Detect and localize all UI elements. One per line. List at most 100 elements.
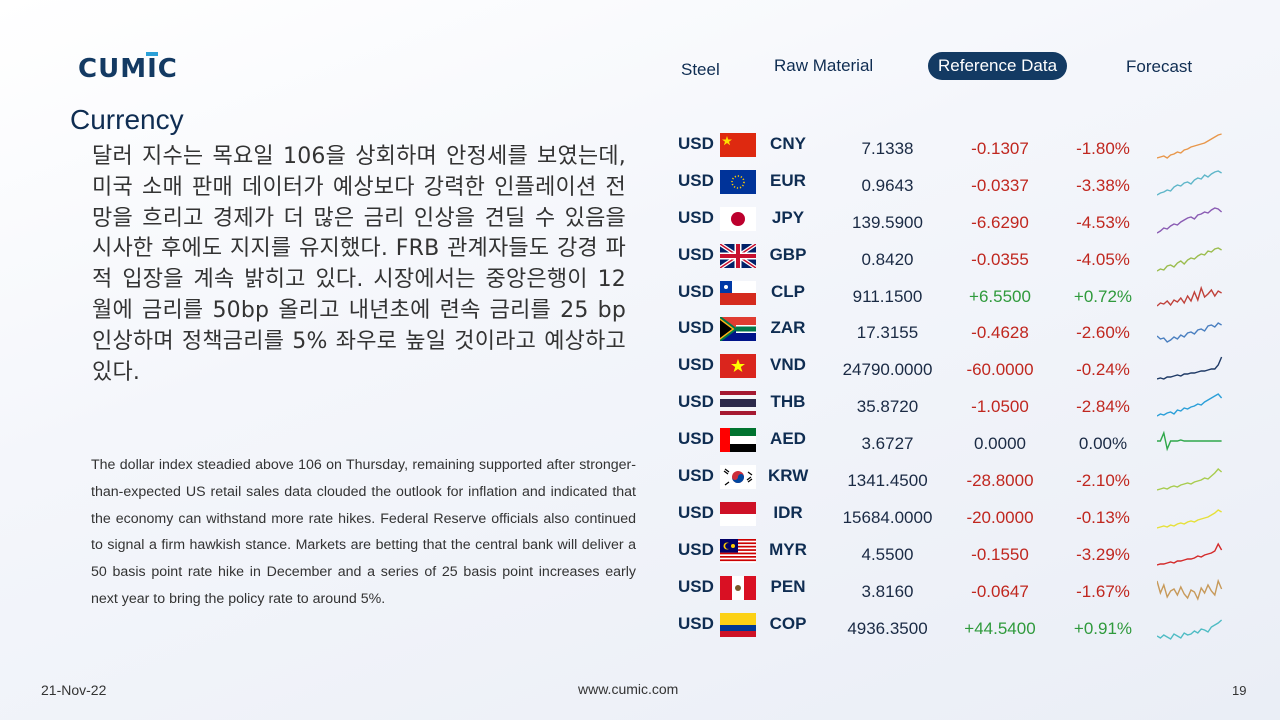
footer-url[interactable]: www.cumic.com (578, 681, 679, 697)
exchange-rate: 15684.0000 (842, 507, 933, 527)
rate-row-pen: USD PEN 3.8160 -0.0647 -1.67% (670, 571, 1240, 608)
sparkline (1157, 207, 1223, 234)
rate-change-percent: -3.29% (1076, 544, 1130, 564)
currency-code: MYR (769, 539, 807, 559)
rate-change: -0.4628 (971, 323, 1029, 343)
nav-tab-raw-material[interactable]: Raw Material (774, 56, 874, 75)
currency-code: AED (770, 429, 806, 449)
rate-change-percent: 0.00% (1078, 434, 1128, 454)
sparkline (1157, 246, 1222, 272)
rate-row-myr: USD MYR 4.5500 -0.1550 -3.29% (670, 534, 1240, 571)
rate-change-percent: -1.67% (1076, 581, 1130, 601)
cl-flag (720, 280, 756, 305)
rate-change-percent: -3.38% (1076, 175, 1130, 195)
rate-row-thb: USD THB 35.8720 -1.0500 -2.84% (670, 386, 1240, 423)
base-currency: USD (678, 281, 714, 301)
sparkline (1157, 542, 1223, 566)
base-currency: USD (678, 613, 714, 633)
english-commentary: The dollar index steadied above 106 on T… (91, 457, 636, 607)
exchange-rate: 4.5500 (861, 544, 914, 564)
eu-flag (720, 169, 756, 194)
sparkline (1157, 393, 1223, 417)
exchange-rate: 3.8160 (861, 581, 914, 601)
base-currency: USD (678, 134, 714, 153)
exchange-rate: 3.6727 (861, 434, 914, 454)
exchange-rate: 4936.3500 (847, 618, 928, 638)
base-currency: USD (678, 429, 714, 449)
base-currency: USD (678, 576, 714, 596)
jp-flag (720, 206, 756, 231)
sparkline (1157, 578, 1223, 601)
rate-change: +6.5500 (969, 286, 1031, 306)
rate-row-vnd: USD VND 24790.0000 -60.0000 -0.24% (670, 349, 1240, 386)
cumic-logo: CUMIC (78, 52, 177, 82)
currency-code: VND (770, 355, 806, 375)
nav-tab-forecast[interactable]: Forecast (1126, 57, 1193, 76)
rate-change: -0.1307 (971, 139, 1029, 158)
rate-row-eur: USD EUR 0.9643 -0.0337 -3.38% (670, 165, 1240, 202)
currency-code: EUR (770, 170, 806, 190)
cn-flag (720, 133, 756, 157)
rate-row-krw: USD KRW 1341.4500 -28.8000 -2.10% (670, 460, 1240, 497)
rate-change: -0.1550 (971, 544, 1029, 564)
za-flag (720, 317, 756, 342)
rate-change-percent: +0.72% (1073, 286, 1133, 306)
pe-flag (720, 575, 756, 600)
ae-flag (720, 428, 756, 453)
exchange-rate: 0.8420 (861, 249, 914, 269)
top-nav: Steel Raw Material Reference Data Foreca… (0, 52, 1280, 82)
rate-change: -0.0337 (971, 175, 1029, 195)
base-currency: USD (678, 466, 714, 486)
rate-row-aed: USD AED 3.6727 0.0000 0.00% (670, 423, 1240, 460)
rate-change-percent: -4.53% (1076, 212, 1130, 232)
footer-date: 21-Nov-22 (41, 682, 107, 698)
currency-rates-table: USD CNY 7.1338 -0.1307 -1.80% USD EUR 0.9643 -0.… (670, 128, 1240, 644)
exchange-rate: 35.8720 (856, 397, 919, 417)
currency-code: JPY (771, 207, 805, 227)
rate-change: -60.0000 (966, 360, 1034, 380)
exchange-rate: 0.9643 (861, 175, 914, 195)
sparkline (1157, 357, 1223, 381)
rate-change: 0.0000 (974, 434, 1026, 454)
sparkline (1157, 509, 1222, 529)
currency-code: PEN (770, 576, 806, 596)
exchange-rate: 7.1338 (861, 139, 914, 158)
exchange-rate: 911.1500 (852, 286, 923, 306)
currency-code: CLP (771, 281, 805, 301)
kr-flag (720, 465, 756, 490)
sparkline (1157, 133, 1222, 159)
th-flag (720, 391, 756, 416)
my-flag (720, 538, 756, 563)
rate-change-percent: -2.84% (1076, 397, 1130, 417)
base-currency: USD (678, 170, 714, 190)
rate-change-percent: -2.10% (1076, 471, 1130, 491)
nav-tab-reference-data[interactable]: Reference Data (928, 52, 1068, 80)
nav-tab-steel[interactable]: Steel (681, 60, 720, 79)
base-currency: USD (678, 207, 714, 227)
currency-code: GBP (769, 244, 807, 264)
base-currency: USD (678, 392, 714, 412)
rate-change: -20.0000 (966, 507, 1034, 527)
rate-change-percent: -4.05% (1076, 249, 1130, 269)
rate-change-percent: -1.80% (1076, 139, 1130, 158)
currency-code: ZAR (770, 318, 806, 338)
currency-code: THB (770, 392, 806, 412)
korean-commentary: 달러 지수는 목요일 106을 상회하며 안정세를 보였는데, 미국 소매 판매… (92, 144, 626, 385)
sparkline (1157, 285, 1222, 307)
gb-flag (720, 243, 756, 268)
rate-change: -6.6290 (971, 212, 1029, 232)
rate-change: -0.0647 (971, 581, 1029, 601)
rate-change: +44.5400 (964, 618, 1036, 638)
sparkline (1157, 468, 1223, 491)
vn-flag (720, 354, 756, 379)
sparkline (1157, 170, 1222, 196)
rate-row-idr: USD IDR 15684.0000 -20.0000 -0.13% (670, 497, 1240, 534)
rate-row-cny: USD CNY 7.1338 -0.1307 -1.80% (670, 128, 1240, 165)
sparkline (1157, 430, 1222, 452)
rate-row-jpy: USD JPY 139.5900 -6.6290 -4.53% (670, 202, 1240, 239)
rate-change: -1.0500 (971, 397, 1029, 417)
exchange-rate: 24790.0000 (842, 360, 933, 380)
exchange-rate: 139.5900 (852, 212, 923, 232)
currency-code: IDR (773, 502, 803, 522)
rate-row-cop: USD COP 4936.3500 +44.5400 +0.91% (670, 608, 1240, 645)
